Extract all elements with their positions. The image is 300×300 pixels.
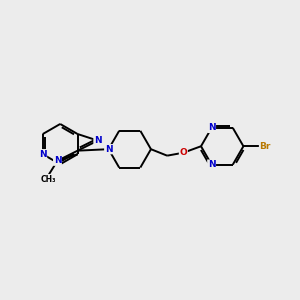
Text: N: N (105, 145, 112, 154)
Text: N: N (94, 136, 102, 145)
Text: N: N (208, 123, 215, 132)
Text: N: N (54, 156, 61, 165)
Text: Br: Br (260, 142, 271, 151)
Text: O: O (179, 148, 187, 157)
Text: N: N (39, 150, 46, 159)
Text: N: N (208, 160, 215, 169)
Text: CH₃: CH₃ (41, 175, 56, 184)
